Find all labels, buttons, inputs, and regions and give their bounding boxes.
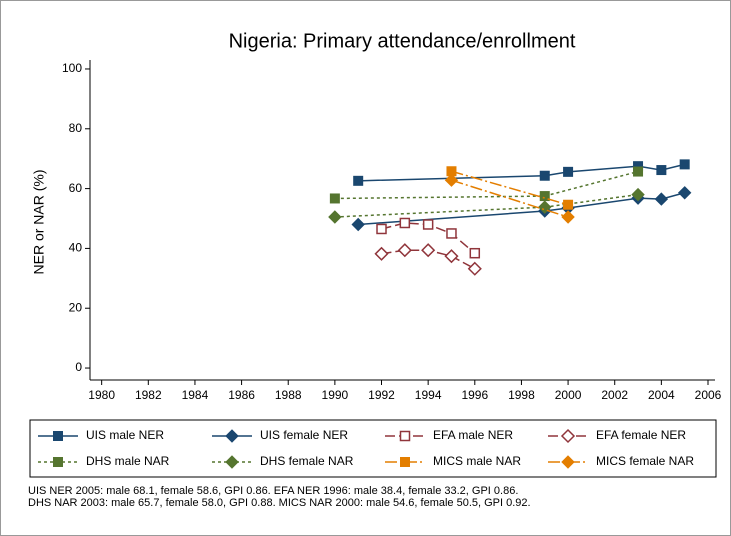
legend-label: DHS male NAR	[86, 454, 170, 468]
x-tick-label: 1994	[415, 388, 442, 402]
x-tick-label: 2006	[695, 388, 722, 402]
marker	[469, 247, 481, 259]
series-line	[451, 179, 569, 218]
note: DHS NAR 2003: male 65.7, female 58.0, GP…	[28, 497, 531, 509]
legend-label: UIS male NER	[86, 428, 164, 442]
x-tick-label: 1996	[461, 388, 488, 402]
x-tick-label: 1980	[88, 388, 115, 402]
y-tick-label: 20	[69, 300, 83, 314]
marker	[446, 228, 457, 239]
marker	[374, 246, 389, 261]
marker	[351, 217, 365, 232]
y-axis-label: NER or NAR (%)	[31, 169, 47, 274]
legend-label: DHS female NAR	[260, 454, 354, 468]
legend-marker	[399, 430, 411, 442]
x-tick-label: 2000	[555, 388, 582, 402]
x-tick-label: 1986	[228, 388, 255, 402]
legend-marker	[53, 457, 63, 467]
legend-marker	[561, 455, 575, 469]
legend-label: MICS male NAR	[433, 454, 521, 468]
marker	[328, 210, 342, 224]
marker	[444, 173, 459, 187]
x-tick-label: 2004	[648, 388, 675, 402]
y-tick-label: 100	[62, 61, 82, 75]
note: UIS NER 2005: male 68.1, female 58.6, GP…	[28, 485, 518, 497]
legend-label: UIS female NER	[260, 428, 348, 442]
marker	[631, 187, 645, 202]
legend-marker	[560, 428, 576, 444]
x-tick-label: 1988	[275, 388, 302, 402]
y-tick-label: 60	[69, 181, 83, 195]
marker	[539, 170, 550, 181]
marker	[399, 217, 411, 229]
legend-marker	[400, 457, 410, 467]
marker	[329, 193, 340, 204]
y-tick-label: 0	[75, 360, 82, 374]
marker	[422, 219, 434, 230]
marker	[397, 243, 412, 258]
marker	[353, 175, 364, 186]
series-line	[451, 170, 569, 206]
chart-title: Nigeria: Primary attendance/enrollment	[229, 30, 576, 52]
legend-label: MICS female NAR	[596, 454, 694, 468]
y-tick-label: 40	[69, 241, 83, 255]
marker	[376, 223, 387, 235]
marker	[467, 261, 482, 276]
legend-marker	[53, 431, 63, 441]
marker	[633, 166, 644, 177]
x-tick-label: 1992	[368, 388, 395, 402]
x-tick-label: 1998	[508, 388, 535, 402]
marker	[679, 159, 690, 170]
legend-label: EFA female NER	[596, 428, 686, 442]
x-tick-label: 1990	[322, 388, 349, 402]
marker	[421, 243, 436, 258]
marker	[561, 210, 575, 224]
y-tick-label: 80	[69, 121, 83, 135]
marker	[563, 199, 574, 210]
legend-label: EFA male NER	[433, 428, 513, 442]
marker	[654, 192, 669, 206]
x-tick-label: 1984	[182, 388, 209, 402]
legend-marker	[225, 429, 239, 443]
marker	[444, 249, 459, 264]
legend-marker	[225, 455, 239, 469]
marker	[677, 186, 692, 200]
marker	[656, 165, 667, 176]
x-tick-label: 1982	[135, 388, 162, 402]
marker	[563, 166, 574, 177]
legend-box	[29, 419, 717, 478]
x-tick-label: 2002	[601, 388, 628, 402]
